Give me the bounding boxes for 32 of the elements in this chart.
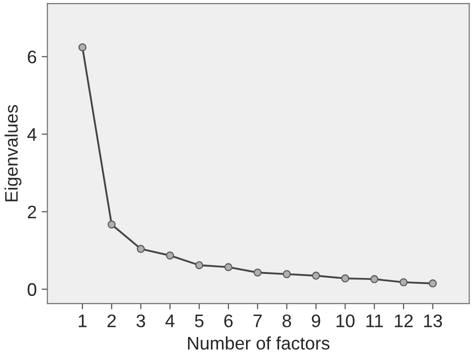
x-tick-label: 2 xyxy=(108,314,116,328)
point xyxy=(108,220,116,228)
point xyxy=(224,263,232,272)
point xyxy=(282,270,291,278)
point xyxy=(254,268,262,277)
x-tick-label: 6 xyxy=(224,314,233,328)
point xyxy=(312,272,320,280)
y-tick-label: 6 xyxy=(28,50,36,64)
point xyxy=(370,275,378,284)
x-tick-label: 10 xyxy=(336,314,355,328)
x-tick-label: 12 xyxy=(394,314,413,328)
point xyxy=(78,43,86,52)
x-tick-label: 5 xyxy=(194,314,204,328)
x-tick-label: 8 xyxy=(282,314,292,328)
point xyxy=(428,279,437,288)
x-axis-title: Number of factors xyxy=(188,336,330,350)
point xyxy=(341,274,350,282)
point xyxy=(136,244,145,253)
x-tick-label: 4 xyxy=(165,314,175,328)
y-tick-label: 4 xyxy=(27,128,36,141)
point xyxy=(400,278,408,286)
y-axis-title: Eigenvalues xyxy=(4,105,22,202)
x-tick-label: 3 xyxy=(136,314,146,328)
x-tick-label: 7 xyxy=(254,314,262,328)
point xyxy=(195,261,204,270)
x-tick-label: 1 xyxy=(78,314,87,328)
x-tick-label: 9 xyxy=(312,314,320,328)
x-tick-label: 11 xyxy=(366,314,383,328)
y-tick-label: 2 xyxy=(28,206,36,218)
y-tick-label: 0 xyxy=(28,283,36,296)
point xyxy=(166,252,174,260)
x-tick-label: 13 xyxy=(424,314,442,328)
